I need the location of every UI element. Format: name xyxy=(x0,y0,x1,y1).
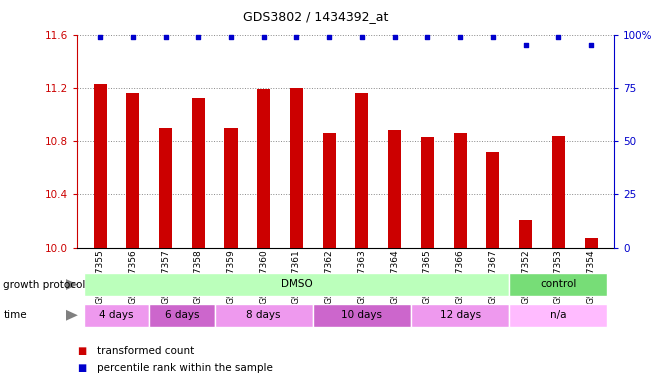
Text: transformed count: transformed count xyxy=(97,346,195,356)
Bar xyxy=(290,88,303,248)
Bar xyxy=(454,133,466,248)
Bar xyxy=(225,128,238,248)
Bar xyxy=(84,303,149,327)
Point xyxy=(455,34,466,40)
Polygon shape xyxy=(66,310,78,321)
Text: 4 days: 4 days xyxy=(99,310,134,320)
Bar xyxy=(215,303,313,327)
Point xyxy=(324,34,335,40)
Point xyxy=(586,42,597,48)
Point xyxy=(225,34,236,40)
Text: DMSO: DMSO xyxy=(280,279,312,289)
Point xyxy=(291,34,302,40)
Text: 8 days: 8 days xyxy=(246,310,281,320)
Point xyxy=(520,42,531,48)
Bar xyxy=(323,133,336,248)
Bar xyxy=(149,303,215,327)
Bar xyxy=(509,273,607,296)
Bar xyxy=(126,93,140,248)
Point xyxy=(422,34,433,40)
Point xyxy=(258,34,269,40)
Text: 12 days: 12 days xyxy=(440,310,480,320)
Bar xyxy=(313,303,411,327)
Text: percentile rank within the sample: percentile rank within the sample xyxy=(97,363,273,373)
Point xyxy=(389,34,400,40)
Polygon shape xyxy=(66,279,78,290)
Text: control: control xyxy=(540,279,576,289)
Bar xyxy=(356,93,368,248)
Bar xyxy=(584,238,598,248)
Bar xyxy=(552,136,565,248)
Bar xyxy=(84,273,509,296)
Bar xyxy=(509,303,607,327)
Text: 10 days: 10 days xyxy=(342,310,382,320)
Point xyxy=(160,34,171,40)
Text: time: time xyxy=(3,310,27,320)
Point xyxy=(193,34,203,40)
Bar xyxy=(411,303,509,327)
Text: ■: ■ xyxy=(77,363,87,373)
Text: GDS3802 / 1434392_at: GDS3802 / 1434392_at xyxy=(243,10,388,23)
Bar xyxy=(486,152,499,248)
Point xyxy=(95,34,105,40)
Point xyxy=(356,34,367,40)
Bar xyxy=(519,220,532,248)
Point xyxy=(488,34,499,40)
Bar xyxy=(421,137,434,248)
Point xyxy=(127,34,138,40)
Bar xyxy=(159,128,172,248)
Bar xyxy=(93,84,107,248)
Bar xyxy=(192,98,205,248)
Bar xyxy=(257,89,270,248)
Text: n/a: n/a xyxy=(550,310,566,320)
Text: 6 days: 6 days xyxy=(164,310,199,320)
Bar xyxy=(388,131,401,248)
Text: growth protocol: growth protocol xyxy=(3,280,86,290)
Text: ■: ■ xyxy=(77,346,87,356)
Point xyxy=(553,34,564,40)
